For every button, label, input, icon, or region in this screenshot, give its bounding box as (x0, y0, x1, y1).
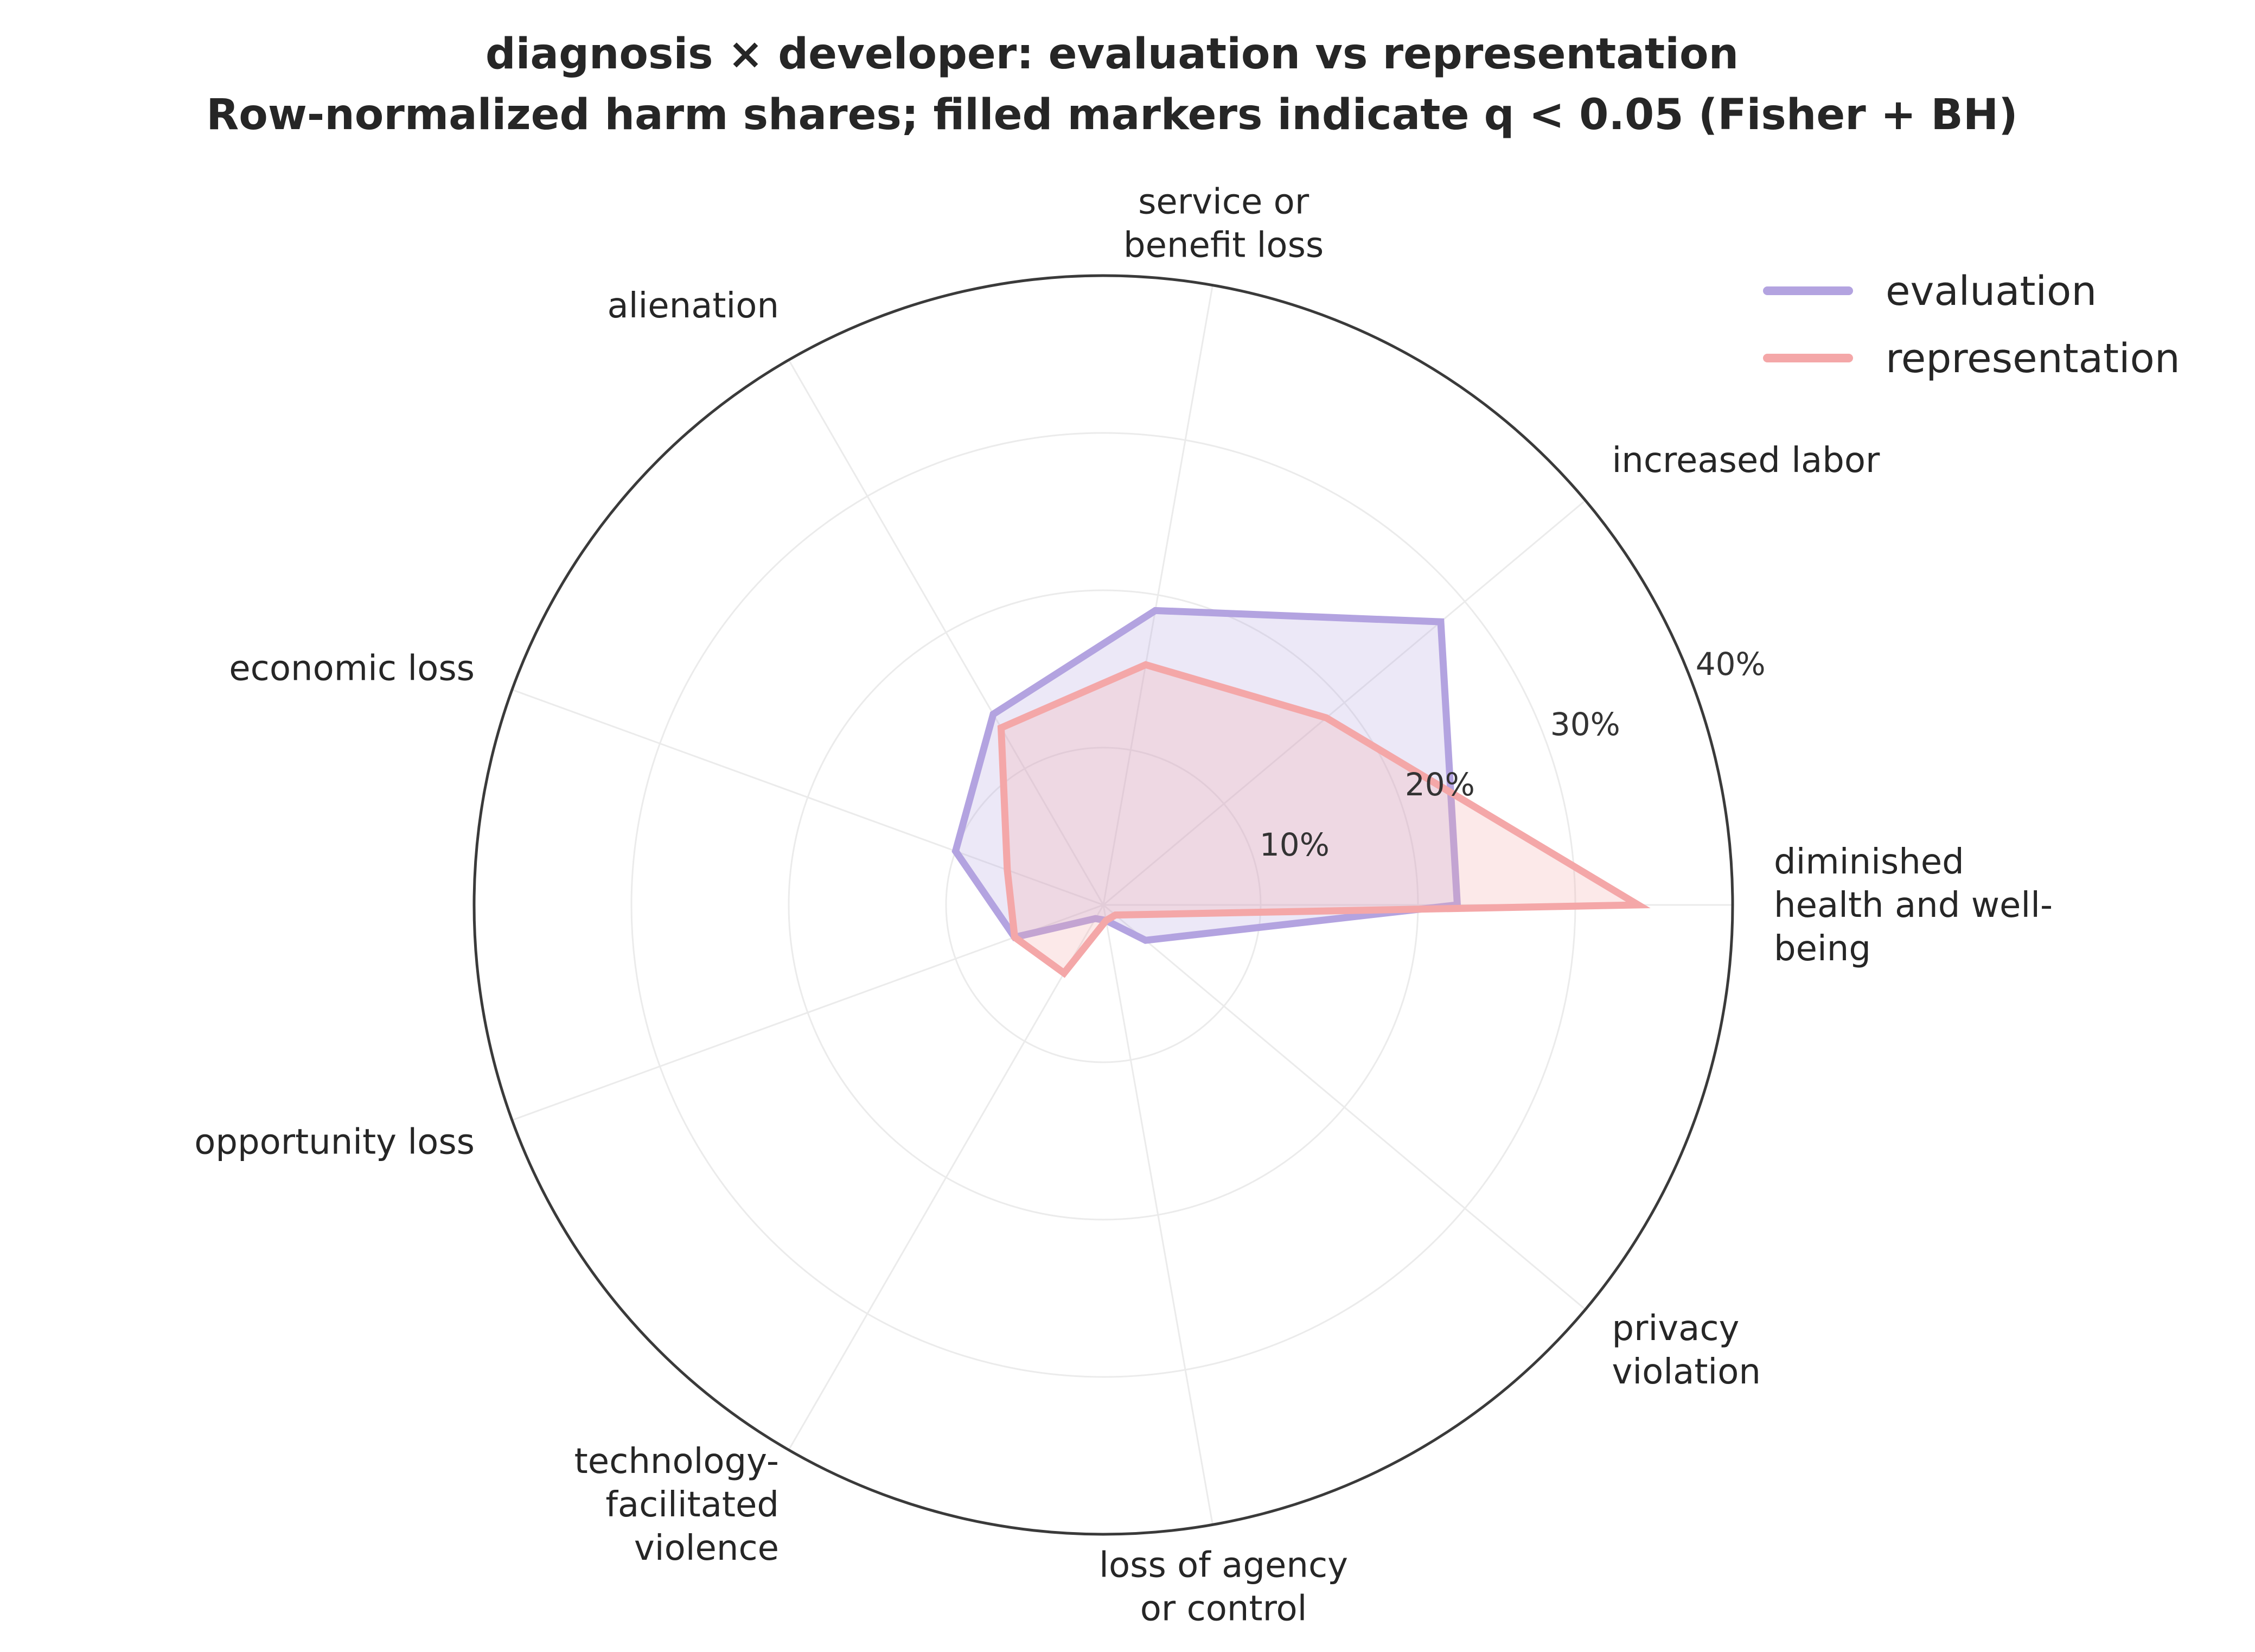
chart-subtitle: Row-normalized harm shares; filled marke… (206, 91, 2018, 139)
outer-frame (472, 274, 1734, 1536)
rtick-label: 10% (1260, 826, 1330, 863)
category-label-8: privacy violation (1612, 1309, 1761, 1392)
grid-ring (945, 747, 1262, 1063)
chart-title: diagnosis × developer: evaluation vs rep… (486, 30, 1739, 79)
category-labels: diminished health and well-being increased… (194, 182, 2053, 1629)
category-label-6: technology-facilitated violence (574, 1441, 779, 1568)
rtick-label: 20% (1405, 766, 1475, 803)
category-label-0: diminished health and well-being (1774, 842, 2053, 969)
rtick-label: 40% (1696, 646, 1766, 683)
series-layer (951, 607, 1651, 978)
series-line-evaluation (951, 607, 1461, 944)
legend: evaluation representation (1763, 268, 2180, 382)
legend-label-evaluation: evaluation (1886, 268, 2097, 315)
category-label-1: increased labor (1612, 441, 1881, 481)
category-label-2: service or benefit loss (1123, 182, 1324, 265)
radial-tick-labels: 10% 20% 30% 40% (1260, 646, 1766, 863)
category-label-4: economic loss (229, 649, 475, 689)
series-line-representation (997, 661, 1651, 978)
series-fill-representation (1001, 665, 1638, 973)
category-label-5: opportunity loss (194, 1122, 475, 1162)
grid-ring (788, 589, 1419, 1221)
category-label-7: loss of agency or control (1099, 1546, 1348, 1629)
legend-label-representation: representation (1886, 335, 2180, 382)
radial-grid (472, 274, 1734, 1536)
category-label-3: alienation (607, 286, 779, 326)
rtick-label: 30% (1550, 706, 1620, 743)
